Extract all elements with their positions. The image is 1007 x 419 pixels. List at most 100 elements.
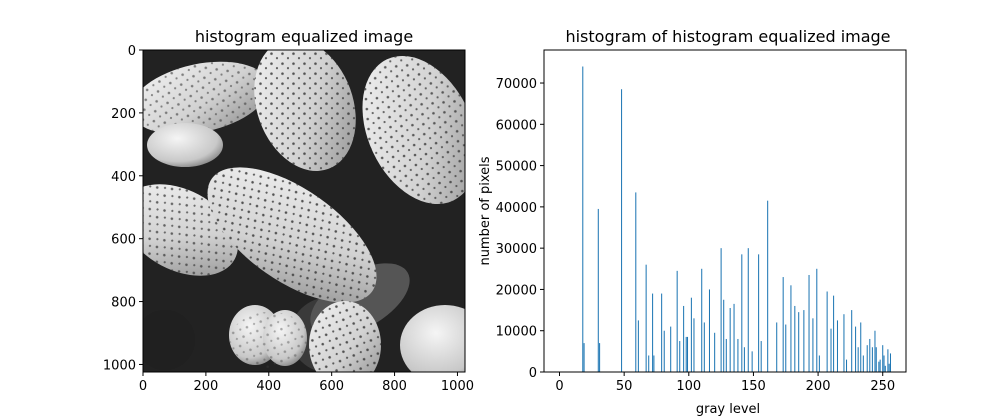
image-x-tick-label: 400 [256, 379, 281, 394]
histogram-bar [670, 326, 672, 372]
histogram-bar [653, 355, 655, 372]
histogram-title: histogram of histogram equalized image [565, 27, 890, 46]
histogram-y-tick-label: 60000 [496, 118, 537, 133]
histogram-bar [663, 330, 665, 372]
histogram-bar [855, 326, 857, 372]
histogram-x-tick-label: 100 [676, 379, 701, 394]
histogram-bar [582, 66, 584, 372]
histogram-bar [714, 332, 716, 372]
histogram-bar [843, 314, 845, 372]
image-frame [142, 49, 466, 373]
histogram-bar [782, 277, 784, 372]
histogram-bar [830, 328, 832, 372]
histogram-bar [816, 268, 818, 372]
histogram-bar [803, 310, 805, 372]
histogram-bar [690, 297, 692, 372]
histogram-bar [812, 318, 814, 372]
image-y-tick-label: 600 [111, 233, 136, 248]
histogram-bar [693, 318, 695, 372]
histogram-bar [758, 254, 760, 372]
image-x-tick-label: 1000 [441, 379, 474, 394]
histogram-bar [743, 347, 745, 372]
pollen-image [143, 50, 465, 372]
histogram-bar [882, 345, 884, 372]
histogram-bar [875, 347, 877, 372]
histogram-y-tick-label: 20000 [496, 283, 537, 298]
histogram-bar [747, 248, 749, 372]
histogram-bar [679, 341, 681, 372]
histogram-bars [582, 66, 891, 372]
histogram-bar [889, 353, 891, 372]
histogram-bar [751, 351, 753, 372]
histogram-bar [737, 338, 739, 372]
histogram-x-tick-label: 150 [741, 379, 766, 394]
image-x-tick-label: 800 [382, 379, 407, 394]
histogram-bar [621, 89, 623, 372]
histogram-bar [703, 322, 705, 372]
image-x-ticks: 0 200 400 600 800 1000 [139, 372, 474, 394]
histogram-y-tick-label: 40000 [496, 201, 537, 216]
histogram-bar [836, 320, 838, 372]
histogram-x-tick-label: 250 [870, 379, 895, 394]
histogram-bar [785, 324, 787, 372]
histogram-bar [685, 336, 687, 372]
histogram-bar [826, 291, 828, 372]
histogram-bar [887, 349, 889, 372]
histogram-y-tick-label: 0 [529, 366, 537, 381]
histogram-bar [729, 308, 731, 372]
histogram-bar [708, 289, 710, 372]
histogram-y-tick-label: 10000 [496, 325, 537, 340]
histogram-axes: histogram of histogram equalized image 0… [478, 27, 907, 417]
histogram-bar [879, 359, 881, 372]
histogram-bar [652, 293, 654, 372]
histogram-bar [808, 274, 810, 372]
histogram-bar [862, 355, 864, 372]
histogram-bar [741, 254, 743, 372]
histogram-bar [818, 355, 820, 372]
histogram-y-label: number of pixels [478, 156, 493, 265]
histogram-bar [645, 264, 647, 372]
histogram-frame [543, 49, 907, 373]
histogram-y-ticks: 0 10000 20000 30000 40000 50000 60000 70000 [496, 77, 544, 381]
histogram-bar [725, 338, 727, 372]
image-y-tick-label: 400 [111, 170, 136, 185]
histogram-bar [884, 365, 886, 372]
histogram-bar [701, 268, 703, 372]
histogram-bar [661, 293, 663, 372]
histogram-bar [871, 347, 873, 372]
image-y-tick-label: 200 [111, 107, 136, 122]
histogram-bar [866, 345, 868, 372]
histogram-bar [723, 299, 725, 372]
histogram-x-tick-label: 0 [555, 379, 563, 394]
histogram-bar [790, 285, 792, 372]
histogram-bar [833, 295, 835, 372]
histogram-bar [869, 338, 871, 372]
histogram-bar [635, 192, 637, 372]
histogram-bar [760, 341, 762, 372]
image-y-tick-label: 0 [128, 44, 136, 59]
histogram-bar [860, 322, 862, 372]
histogram-bar [686, 336, 689, 372]
image-y-tick-label: 800 [111, 296, 136, 311]
histogram-bar [851, 310, 853, 372]
histogram-y-tick-label: 70000 [496, 77, 537, 92]
histogram-bar [883, 355, 885, 372]
histogram-bar [733, 303, 735, 372]
histogram-bar [767, 200, 769, 372]
histogram-x-tick-label: 200 [806, 379, 831, 394]
histogram-bar [888, 363, 890, 372]
histogram-bar [648, 355, 650, 372]
image-y-ticks: 0 200 400 600 800 1000 [103, 44, 143, 373]
image-y-tick-label: 1000 [103, 358, 136, 373]
histogram-bar [637, 320, 639, 372]
histogram-x-label: gray level [696, 402, 760, 417]
histogram-bar [583, 343, 585, 372]
histogram-bar [683, 305, 685, 372]
image-title: histogram equalized image [195, 27, 413, 46]
histogram-bar [599, 343, 601, 372]
histogram-bar [878, 361, 880, 372]
histogram-bar [857, 347, 859, 372]
histogram-bar [676, 270, 678, 372]
image-x-tick-label: 200 [193, 379, 218, 394]
